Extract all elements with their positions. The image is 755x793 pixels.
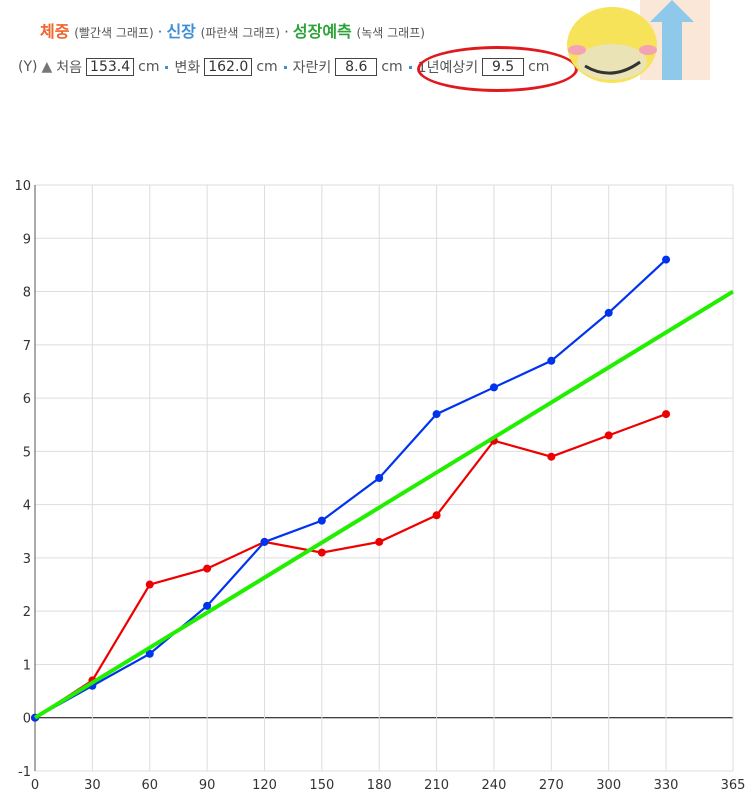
stat-unit: cm <box>138 59 160 75</box>
legend-note: (녹색 그래프) <box>356 26 425 40</box>
x-tick-label: 90 <box>199 778 216 793</box>
data-point <box>145 580 154 589</box>
stat-label: 변화 <box>174 60 201 76</box>
highlight-ellipse <box>417 46 578 92</box>
bullet <box>283 65 287 69</box>
stat-label: 처음 <box>56 60 83 76</box>
y-tick-label: 8 <box>23 286 31 301</box>
x-tick-label: 60 <box>141 778 158 793</box>
separator: · <box>284 23 289 41</box>
series-line <box>33 289 735 720</box>
x-tick-label: 120 <box>252 778 277 793</box>
data-point <box>432 410 441 419</box>
data-point <box>489 383 498 392</box>
legend-name: 신장 <box>166 22 196 41</box>
stat-label: 자란키 <box>292 60 332 76</box>
x-tick-label: 0 <box>31 778 39 793</box>
data-point <box>317 516 326 525</box>
data-point <box>203 601 212 610</box>
bullet <box>165 65 169 69</box>
y-tick-label: 7 <box>23 339 31 354</box>
data-point <box>662 410 671 419</box>
x-tick-label: 210 <box>424 778 449 793</box>
legend-name: 체중 <box>40 22 70 41</box>
y-tick-label: 3 <box>23 552 31 567</box>
legend-name: 성장예측 <box>292 22 352 41</box>
data-point <box>260 537 269 546</box>
stat-value: 8.6 <box>335 58 378 76</box>
y-tick-label: 4 <box>23 499 31 514</box>
x-tick-label: 365 <box>721 778 746 793</box>
data-point <box>203 564 212 573</box>
data-point <box>375 474 384 482</box>
mascot <box>567 0 710 83</box>
stat-value: 153.4 <box>86 58 135 76</box>
x-tick-label: 180 <box>367 778 392 793</box>
data-point <box>317 548 326 557</box>
y-tick-label: 2 <box>23 605 31 620</box>
x-tick-label: 330 <box>654 778 679 793</box>
data-point <box>662 255 671 264</box>
x-tick-label: 150 <box>309 778 334 793</box>
legend-note: (파란색 그래프) <box>200 26 281 40</box>
series-line <box>34 258 667 719</box>
separator: · <box>157 23 163 41</box>
legend-note: (빨간색 그래프) <box>74 26 154 40</box>
data-point <box>604 431 613 440</box>
bullet <box>408 65 412 69</box>
data-point <box>145 649 154 658</box>
data-point <box>432 511 441 520</box>
stat-unit: cm <box>256 59 278 75</box>
data-point <box>547 356 556 365</box>
x-tick-label: 300 <box>596 778 621 793</box>
data-point <box>375 537 384 546</box>
y-tick-label: 1 <box>23 658 31 673</box>
arrow-icon: ▲ <box>41 59 53 75</box>
axis-label: (Y) <box>18 59 38 75</box>
x-tick-label: 30 <box>84 778 101 793</box>
y-tick-label: -1 <box>18 765 31 780</box>
y-tick-label: 6 <box>23 392 31 407</box>
y-tick-label: 5 <box>23 445 31 460</box>
stat-unit: cm <box>381 59 403 75</box>
stat-value: 162.0 <box>204 58 253 76</box>
y-tick-label: 10 <box>14 179 31 194</box>
legend-line: 체중 (빨간색 그래프) · 신장 (파란색 그래프) · 성장예측 (녹색 그래프) <box>40 18 425 42</box>
series-line <box>34 413 667 719</box>
y-tick-label: 0 <box>23 712 31 727</box>
data-point <box>604 308 613 317</box>
x-tick-label: 270 <box>539 778 564 793</box>
x-tick-label: 240 <box>482 778 507 793</box>
y-tick-label: 9 <box>23 232 31 247</box>
data-point <box>547 452 556 461</box>
